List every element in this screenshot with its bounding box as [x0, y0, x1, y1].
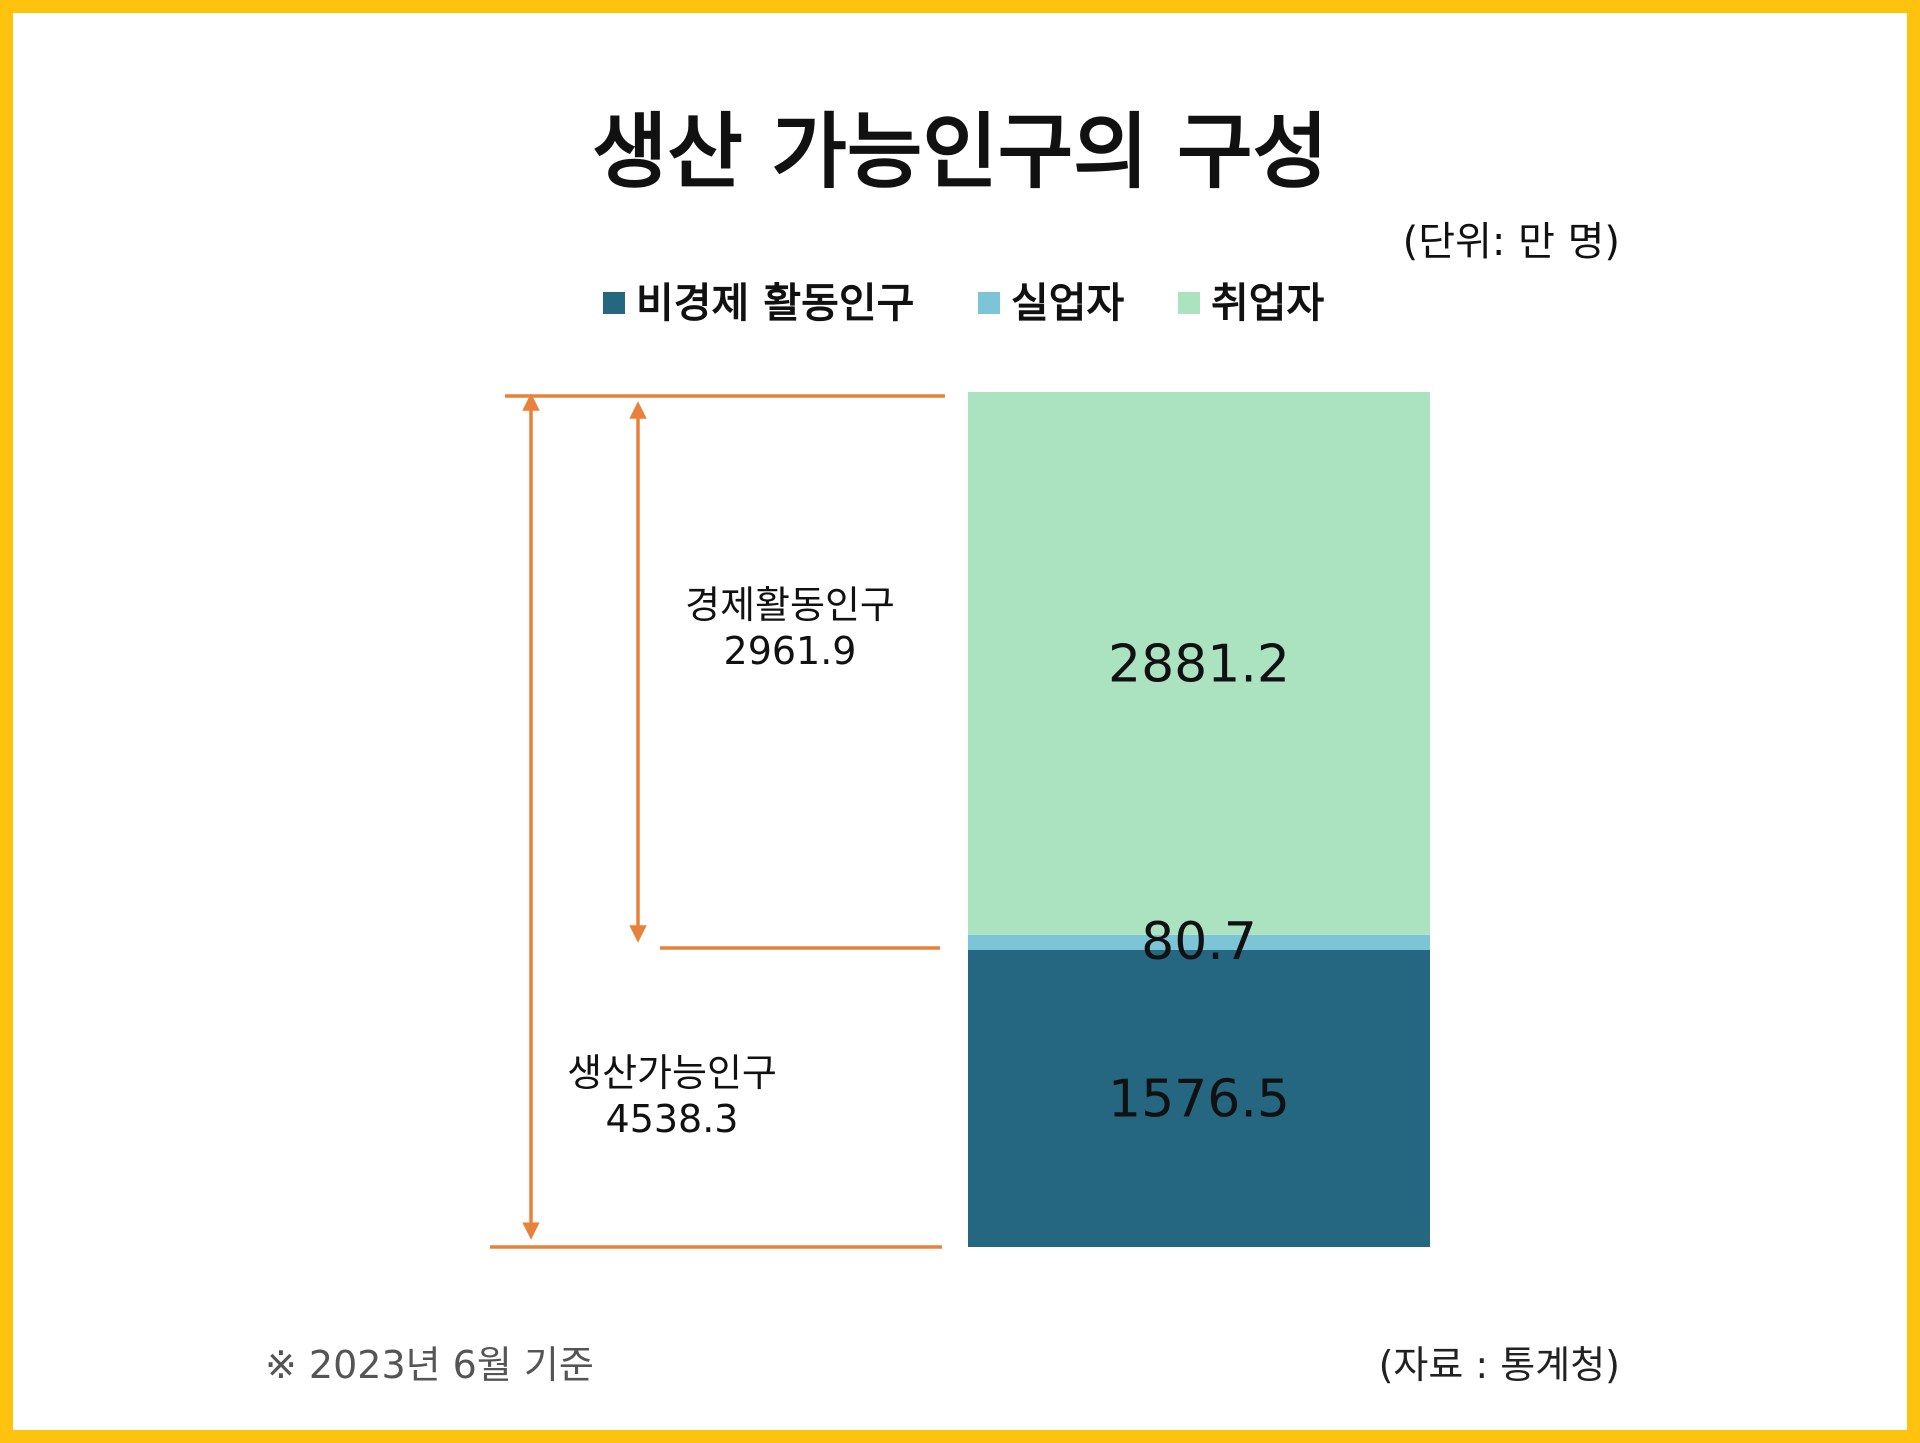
bracket-label-total: 생산가능인구	[567, 1051, 777, 1095]
unit-label: (단위: 만 명)	[1403, 219, 1620, 265]
bar-label-unemployed: 80.7	[1141, 912, 1257, 972]
legend-label-non-economic: 비경제 활동인구	[636, 279, 914, 327]
bar-segment-employed	[968, 392, 1430, 935]
legend: 비경제 활동인구 실업자 취업자	[603, 279, 1324, 327]
legend-label-employed: 취업자	[1211, 279, 1324, 327]
stacked-bar	[968, 392, 1430, 1247]
source-label: (자료 : 통계청)	[1379, 1343, 1620, 1387]
bracket-value-total: 4538.3	[606, 1097, 739, 1141]
chart-title: 생산 가능인구의 구성	[592, 105, 1328, 200]
bar-label-non-economic: 1576.5	[1108, 1069, 1290, 1129]
segment-labels: 1576.5 80.7 2881.2	[1108, 634, 1290, 1129]
footnote-date: ※ 2023년 6월 기준	[265, 1343, 594, 1387]
bar-segment-unemployed	[968, 934, 1430, 950]
legend-swatch-non-economic	[603, 292, 625, 314]
legend-label-unemployed: 실업자	[1011, 279, 1124, 327]
legend-swatch-employed	[1178, 292, 1200, 314]
bracket-label-econ: 경제활동인구	[685, 583, 895, 627]
bar-label-employed: 2881.2	[1108, 634, 1290, 694]
legend-swatch-unemployed	[978, 292, 1000, 314]
bracket-value-econ: 2961.9	[724, 629, 857, 673]
bar-segment-non-economic	[968, 949, 1430, 1247]
